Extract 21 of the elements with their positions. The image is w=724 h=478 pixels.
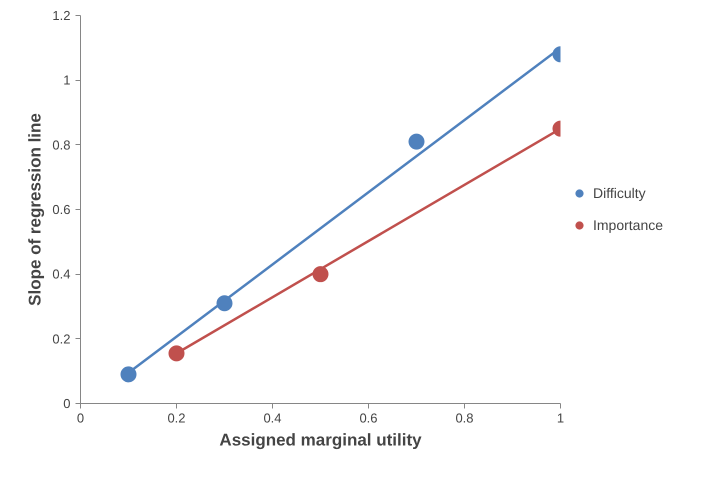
point bbox=[216, 295, 232, 312]
y-axis-title: Slope of regression line bbox=[25, 113, 44, 306]
y-tick-label: 1 bbox=[63, 72, 71, 88]
y-tick-label: 0.8 bbox=[52, 137, 71, 152]
x-tick-label: 0.8 bbox=[455, 410, 474, 426]
y-tick-label: 0 bbox=[63, 396, 71, 411]
y-tick-label: 0.2 bbox=[52, 331, 71, 346]
x-tick-label: 0 bbox=[76, 410, 84, 426]
x-axis-title: Assigned marginal utility bbox=[219, 430, 422, 450]
point bbox=[120, 366, 136, 382]
point bbox=[312, 266, 328, 282]
x-tick-label: 1 bbox=[556, 410, 564, 426]
y-tick-label: 0.6 bbox=[52, 202, 71, 217]
legend-label: Importance bbox=[593, 217, 664, 233]
y-tick-label: 0.4 bbox=[52, 266, 71, 282]
x-tick-label: 0.6 bbox=[359, 410, 378, 426]
y-tick-label: 1.2 bbox=[52, 8, 71, 23]
x-tick-label: 0.2 bbox=[167, 410, 186, 426]
legend-label: Difficulty bbox=[593, 185, 646, 201]
x-tick-label: 0.4 bbox=[263, 410, 282, 426]
point bbox=[168, 345, 184, 362]
